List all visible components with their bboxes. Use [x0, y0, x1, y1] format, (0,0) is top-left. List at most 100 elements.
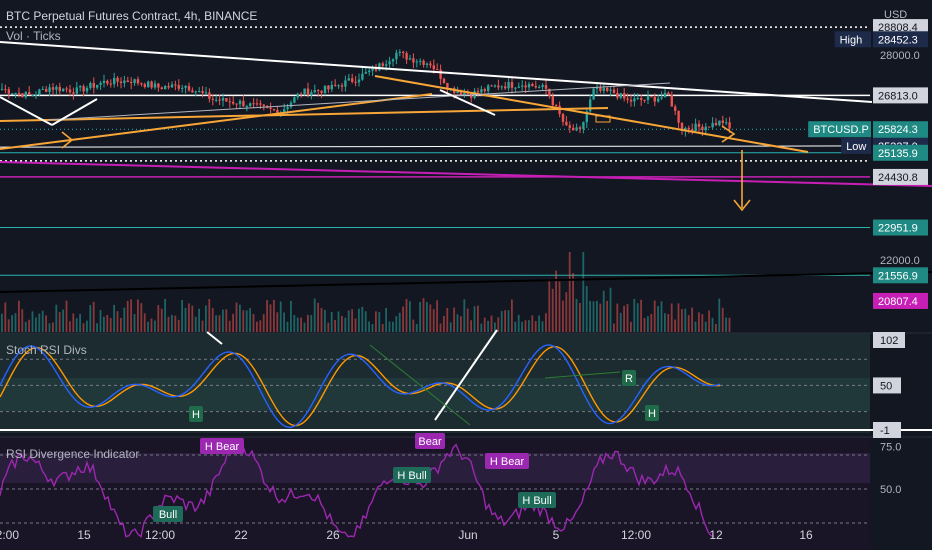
candle-body[interactable] — [402, 51, 405, 54]
candle-body[interactable] — [640, 97, 643, 100]
candle-body[interactable] — [334, 84, 337, 86]
candle-body[interactable] — [436, 69, 439, 71]
candle-body[interactable] — [371, 67, 374, 71]
candle-body[interactable] — [432, 65, 435, 70]
candle-body[interactable] — [130, 81, 133, 84]
candle-body[interactable] — [14, 92, 17, 94]
candle-body[interactable] — [412, 58, 415, 63]
candle-body[interactable] — [405, 53, 408, 60]
candle-body[interactable] — [578, 127, 582, 129]
candle-body[interactable] — [272, 108, 276, 110]
stoch-regular-bull-badge[interactable]: R — [625, 373, 633, 385]
candle-body[interactable] — [106, 80, 109, 84]
candle-body[interactable] — [521, 85, 524, 87]
candle-body[interactable] — [283, 109, 286, 113]
candle-body[interactable] — [510, 82, 514, 88]
stoch-rsi-legend[interactable]: Stoch RSI Divs — [6, 343, 87, 357]
candle-body[interactable] — [612, 89, 616, 93]
candle-body[interactable] — [718, 120, 721, 126]
candle-body[interactable] — [704, 126, 707, 131]
candle-body[interactable] — [551, 96, 554, 105]
candle-body[interactable] — [483, 89, 486, 92]
candle-body[interactable] — [0, 89, 4, 91]
price-tag[interactable]: 20807.4 — [878, 296, 918, 308]
candle-body[interactable] — [143, 84, 146, 88]
candle-body[interactable] — [68, 89, 72, 93]
candle-body[interactable] — [497, 85, 500, 88]
candle-body[interactable] — [619, 93, 622, 98]
candle-body[interactable] — [694, 123, 697, 132]
candle-body[interactable] — [524, 85, 527, 88]
candle-body[interactable] — [208, 92, 211, 99]
candle-body[interactable] — [317, 90, 320, 92]
rsi-hidden-bull-badge-2[interactable]: H Bull — [522, 495, 551, 507]
candle-body[interactable] — [629, 99, 633, 102]
price-tag[interactable]: 21556.9 — [878, 270, 918, 282]
candle-body[interactable] — [592, 88, 595, 100]
candle-body[interactable] — [415, 61, 418, 63]
candle-body[interactable] — [534, 86, 537, 88]
candle-body[interactable] — [442, 78, 446, 83]
candle-body[interactable] — [643, 99, 646, 101]
candle-body[interactable] — [300, 93, 303, 95]
candle-body[interactable] — [119, 81, 123, 84]
candle-body[interactable] — [296, 93, 299, 98]
candle-body[interactable] — [7, 89, 10, 94]
candle-body[interactable] — [708, 126, 711, 128]
candle-body[interactable] — [589, 99, 592, 112]
candle-body[interactable] — [303, 88, 306, 95]
candle-body[interactable] — [242, 100, 245, 107]
candle-body[interactable] — [429, 63, 432, 66]
candle-body[interactable] — [320, 90, 323, 93]
candle-body[interactable] — [691, 129, 694, 132]
magenta-trendline[interactable] — [0, 161, 932, 187]
candle-body[interactable] — [650, 96, 653, 98]
candle-body[interactable] — [575, 127, 578, 131]
stoch-hidden-bull-badge[interactable]: H — [192, 409, 200, 421]
candle-body[interactable] — [670, 94, 673, 107]
candle-body[interactable] — [364, 72, 367, 74]
candle-body[interactable] — [34, 94, 38, 96]
candle-body[interactable] — [276, 109, 279, 115]
candle-body[interactable] — [184, 85, 187, 88]
candle-body[interactable] — [357, 79, 361, 83]
white-swing-3[interactable] — [439, 89, 496, 116]
candle-body[interactable] — [65, 88, 68, 90]
rsi-line[interactable] — [0, 439, 715, 538]
candle-body[interactable] — [721, 120, 724, 123]
candle-body[interactable] — [663, 92, 667, 98]
candle-body[interactable] — [422, 60, 425, 65]
candle-body[interactable] — [568, 125, 571, 128]
candle-body[interactable] — [517, 86, 520, 88]
candle-body[interactable] — [463, 92, 466, 95]
candle-body[interactable] — [354, 81, 357, 83]
candle-body[interactable] — [41, 88, 44, 90]
candle-body[interactable] — [259, 103, 262, 105]
candle-body[interactable] — [531, 83, 534, 87]
candle-body[interactable] — [187, 85, 191, 91]
candle-body[interactable] — [728, 122, 731, 129]
white-swing-2[interactable] — [51, 98, 98, 126]
candle-body[interactable] — [344, 80, 347, 87]
candle-body[interactable] — [504, 86, 507, 89]
candle-body[interactable] — [323, 85, 327, 93]
candle-body[interactable] — [616, 92, 619, 98]
candle-body[interactable] — [204, 92, 208, 94]
candle-body[interactable] — [167, 86, 170, 88]
candle-body[interactable] — [633, 98, 636, 102]
candle-body[interactable] — [725, 122, 728, 124]
candle-body[interactable] — [235, 103, 238, 105]
candle-body[interactable] — [565, 121, 568, 126]
candle-body[interactable] — [17, 92, 21, 94]
candle-body[interactable] — [58, 86, 61, 92]
candle-body[interactable] — [388, 61, 391, 65]
candle-body[interactable] — [697, 123, 701, 127]
candle-body[interactable] — [102, 80, 106, 83]
candle-body[interactable] — [225, 97, 228, 102]
candle-body[interactable] — [439, 69, 442, 79]
rsi-bear-badge[interactable]: Bear — [418, 436, 442, 448]
candle-body[interactable] — [680, 122, 684, 131]
candle-body[interactable] — [582, 122, 585, 129]
price-tag[interactable]: 28808.4 — [878, 22, 918, 34]
